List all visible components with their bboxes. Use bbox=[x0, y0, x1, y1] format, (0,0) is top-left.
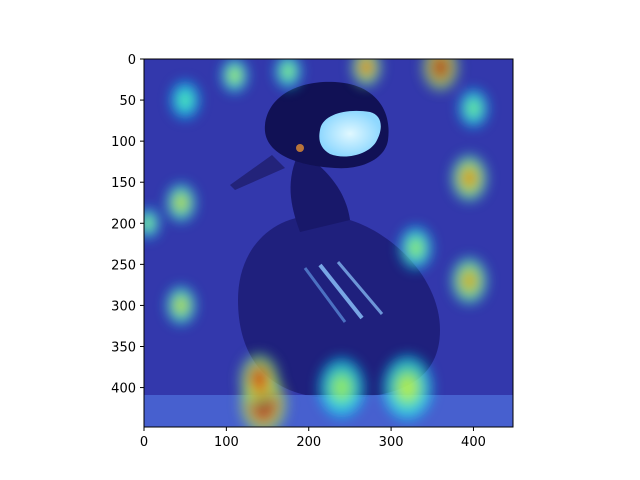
heat-hotspot bbox=[360, 59, 373, 75]
x-tick-label: 300 bbox=[379, 435, 404, 450]
x-tick-label: 0 bbox=[140, 435, 148, 450]
y-tick-label: 300 bbox=[111, 299, 136, 314]
axes-frame bbox=[143, 58, 514, 428]
heat-hotspot bbox=[409, 239, 423, 257]
heat-hotspot bbox=[397, 374, 418, 401]
duck-photo-background bbox=[144, 59, 513, 427]
x-axis: 0 100 200 300 400 bbox=[140, 427, 486, 450]
y-tick-label: 250 bbox=[111, 258, 136, 273]
heat-hotspot bbox=[462, 271, 477, 291]
heat-hotspot bbox=[462, 168, 477, 188]
heat-hotspot bbox=[179, 92, 192, 108]
y-tick-label: 200 bbox=[111, 217, 136, 232]
plot-area bbox=[144, 59, 513, 427]
y-tick-label: 400 bbox=[111, 382, 136, 397]
y-tick-label: 100 bbox=[111, 135, 136, 150]
y-axis: 0 50 100 150 200 250 300 350 400 bbox=[111, 53, 144, 397]
y-tick-label: 350 bbox=[111, 341, 136, 356]
y-tick-label: 150 bbox=[111, 176, 136, 191]
heat-hotspot bbox=[175, 195, 187, 211]
heat-hotspot bbox=[144, 217, 153, 230]
heat-hotspot bbox=[433, 59, 448, 77]
heat-hotspot bbox=[175, 297, 187, 314]
heat-hotspot bbox=[332, 375, 351, 400]
x-tick-label: 100 bbox=[214, 435, 239, 450]
y-tick-label: 0 bbox=[128, 53, 136, 68]
heat-hotspot bbox=[282, 64, 294, 79]
x-tick-label: 200 bbox=[296, 435, 321, 450]
y-tick-label: 50 bbox=[119, 94, 136, 109]
heat-hotspot bbox=[467, 100, 480, 116]
heat-hotspot bbox=[229, 68, 240, 83]
heatmap-overlay bbox=[144, 59, 489, 427]
heat-hotspot bbox=[251, 369, 268, 390]
x-tick-label: 400 bbox=[461, 435, 486, 450]
